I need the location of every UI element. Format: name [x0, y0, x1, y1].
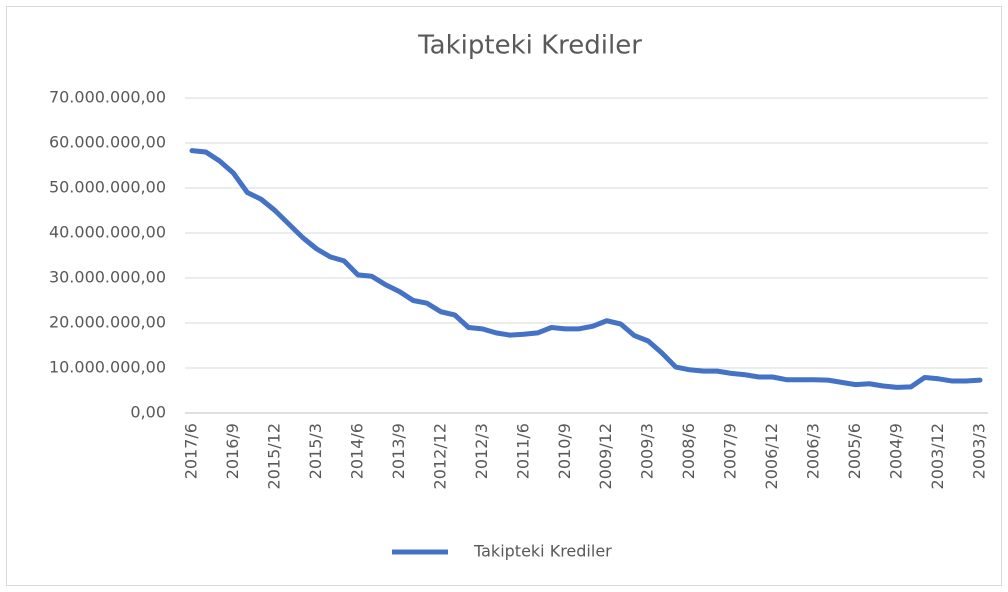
x-tick-label: 2016/9: [223, 423, 242, 479]
y-tick-label: 10.000.000,00: [49, 358, 166, 377]
x-tick-label: 2003/3: [970, 423, 989, 479]
x-tick-label: 2008/6: [679, 423, 698, 479]
x-tick-label: 2003/12: [928, 423, 947, 489]
legend-label: Takipteki Krediler: [473, 542, 612, 561]
x-tick-label: 2012/3: [472, 423, 491, 479]
x-tick-label: 2010/9: [555, 423, 574, 479]
x-tick-label: 2013/9: [389, 423, 408, 479]
x-tick-label: 2014/6: [347, 423, 366, 479]
x-tick-label: 2007/9: [721, 423, 740, 479]
chart-title: Takipteki Krediler: [417, 31, 642, 61]
x-tick-label: 2006/3: [804, 423, 823, 479]
y-tick-label: 0,00: [130, 403, 166, 422]
x-tick-label: 2005/6: [845, 423, 864, 479]
data-line: [189, 148, 983, 390]
chart-frame: [6, 6, 1002, 586]
y-tick-label: 30.000.000,00: [49, 268, 166, 287]
y-tick-label: 20.000.000,00: [49, 313, 166, 332]
x-tick-label: 2015/12: [264, 423, 283, 489]
y-tick-label: 70.000.000,00: [49, 88, 166, 107]
x-tick-label: 2004/9: [887, 423, 906, 479]
y-tick-label: 40.000.000,00: [49, 223, 166, 242]
x-tick-label: 2011/6: [513, 423, 532, 479]
x-tick-label: 2006/12: [762, 423, 781, 489]
x-tick-label: 2012/12: [430, 423, 449, 489]
x-tick-label: 2017/6: [182, 423, 201, 479]
x-tick-label: 2015/3: [306, 423, 325, 479]
y-tick-label: 60.000.000,00: [49, 133, 166, 152]
x-tick-label: 2009/12: [596, 423, 615, 489]
y-tick-label: 50.000.000,00: [49, 178, 166, 197]
x-tick-label: 2009/3: [638, 423, 657, 479]
